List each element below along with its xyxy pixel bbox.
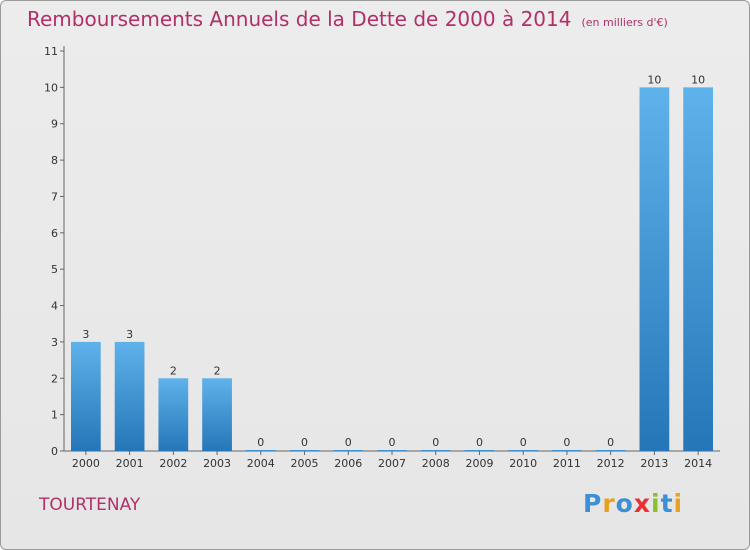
bar-2012 xyxy=(595,450,626,451)
bar-2011 xyxy=(552,450,582,451)
data-label-2005: 0 xyxy=(301,436,308,449)
logo-letter: P xyxy=(583,489,603,518)
data-label-2000: 3 xyxy=(82,328,89,341)
data-label-2006: 0 xyxy=(345,436,352,449)
chart-subtitle: (en milliers d'€) xyxy=(581,16,668,29)
bar-2000 xyxy=(70,341,101,451)
logo-letter: i xyxy=(651,489,661,518)
x-tick-label-2000: 2000 xyxy=(72,457,100,470)
data-label-2010: 0 xyxy=(520,436,527,449)
city-name: TOURTENAY xyxy=(39,495,141,515)
logo-letter: i xyxy=(673,489,684,518)
x-tick-label-2009: 2009 xyxy=(465,457,493,470)
bar-2003 xyxy=(202,378,232,451)
x-tick-label-2014: 2014 xyxy=(684,457,712,470)
proxiti-logo: Proxiti xyxy=(583,489,683,518)
bar-2013 xyxy=(639,87,670,451)
x-tick-label-2002: 2002 xyxy=(159,457,187,470)
x-tick-label-2003: 2003 xyxy=(203,457,231,470)
bar-2008 xyxy=(420,450,451,451)
bar-2002 xyxy=(158,378,189,451)
x-tick-label-2001: 2001 xyxy=(116,457,144,470)
logo-letter: x xyxy=(633,489,651,518)
x-tick-label-2013: 2013 xyxy=(640,457,668,470)
x-tick-label-2010: 2010 xyxy=(509,457,537,470)
y-tick-label: 1 xyxy=(51,409,58,422)
y-tick-label: 8 xyxy=(51,154,58,167)
y-tick-label: 5 xyxy=(51,263,58,276)
bar-2006 xyxy=(333,450,364,451)
bar-2004 xyxy=(245,450,276,451)
y-tick-label: 0 xyxy=(51,445,58,458)
y-tick-label: 7 xyxy=(51,190,58,203)
bar-2005 xyxy=(289,450,320,451)
data-label-2004: 0 xyxy=(257,436,264,449)
x-tick-label-2011: 2011 xyxy=(553,457,581,470)
y-tick-label: 11 xyxy=(44,45,58,58)
data-label-2013: 10 xyxy=(647,73,661,86)
y-tick-label: 10 xyxy=(44,81,58,94)
y-tick-label: 9 xyxy=(51,118,58,131)
x-tick-label-2012: 2012 xyxy=(597,457,625,470)
x-tick-label-2005: 2005 xyxy=(291,457,319,470)
data-label-2007: 0 xyxy=(389,436,396,449)
y-tick-label: 2 xyxy=(51,372,58,385)
bar-2007 xyxy=(377,450,407,451)
y-tick-label: 6 xyxy=(51,227,58,240)
x-tick-label-2007: 2007 xyxy=(378,457,406,470)
bar-2014 xyxy=(683,87,714,451)
logo-letter: t xyxy=(660,489,674,518)
logo-letter: o xyxy=(615,489,634,518)
x-tick-label-2006: 2006 xyxy=(334,457,362,470)
bar-2010 xyxy=(508,450,539,451)
y-tick-label: 4 xyxy=(51,300,58,313)
x-tick-label-2004: 2004 xyxy=(247,457,275,470)
logo-letter: r xyxy=(602,489,616,518)
y-tick-label: 3 xyxy=(51,336,58,349)
data-label-2009: 0 xyxy=(476,436,483,449)
bar-2001 xyxy=(114,341,145,451)
x-tick-label-2008: 2008 xyxy=(422,457,450,470)
data-label-2014: 10 xyxy=(691,73,705,86)
data-label-2001: 3 xyxy=(126,328,133,341)
bar-2009 xyxy=(464,450,495,451)
data-label-2003: 2 xyxy=(214,364,221,377)
data-label-2012: 0 xyxy=(607,436,614,449)
data-label-2011: 0 xyxy=(563,436,570,449)
chart-title: Remboursements Annuels de la Dette de 20… xyxy=(27,7,668,31)
data-label-2002: 2 xyxy=(170,364,177,377)
data-label-2008: 0 xyxy=(432,436,439,449)
